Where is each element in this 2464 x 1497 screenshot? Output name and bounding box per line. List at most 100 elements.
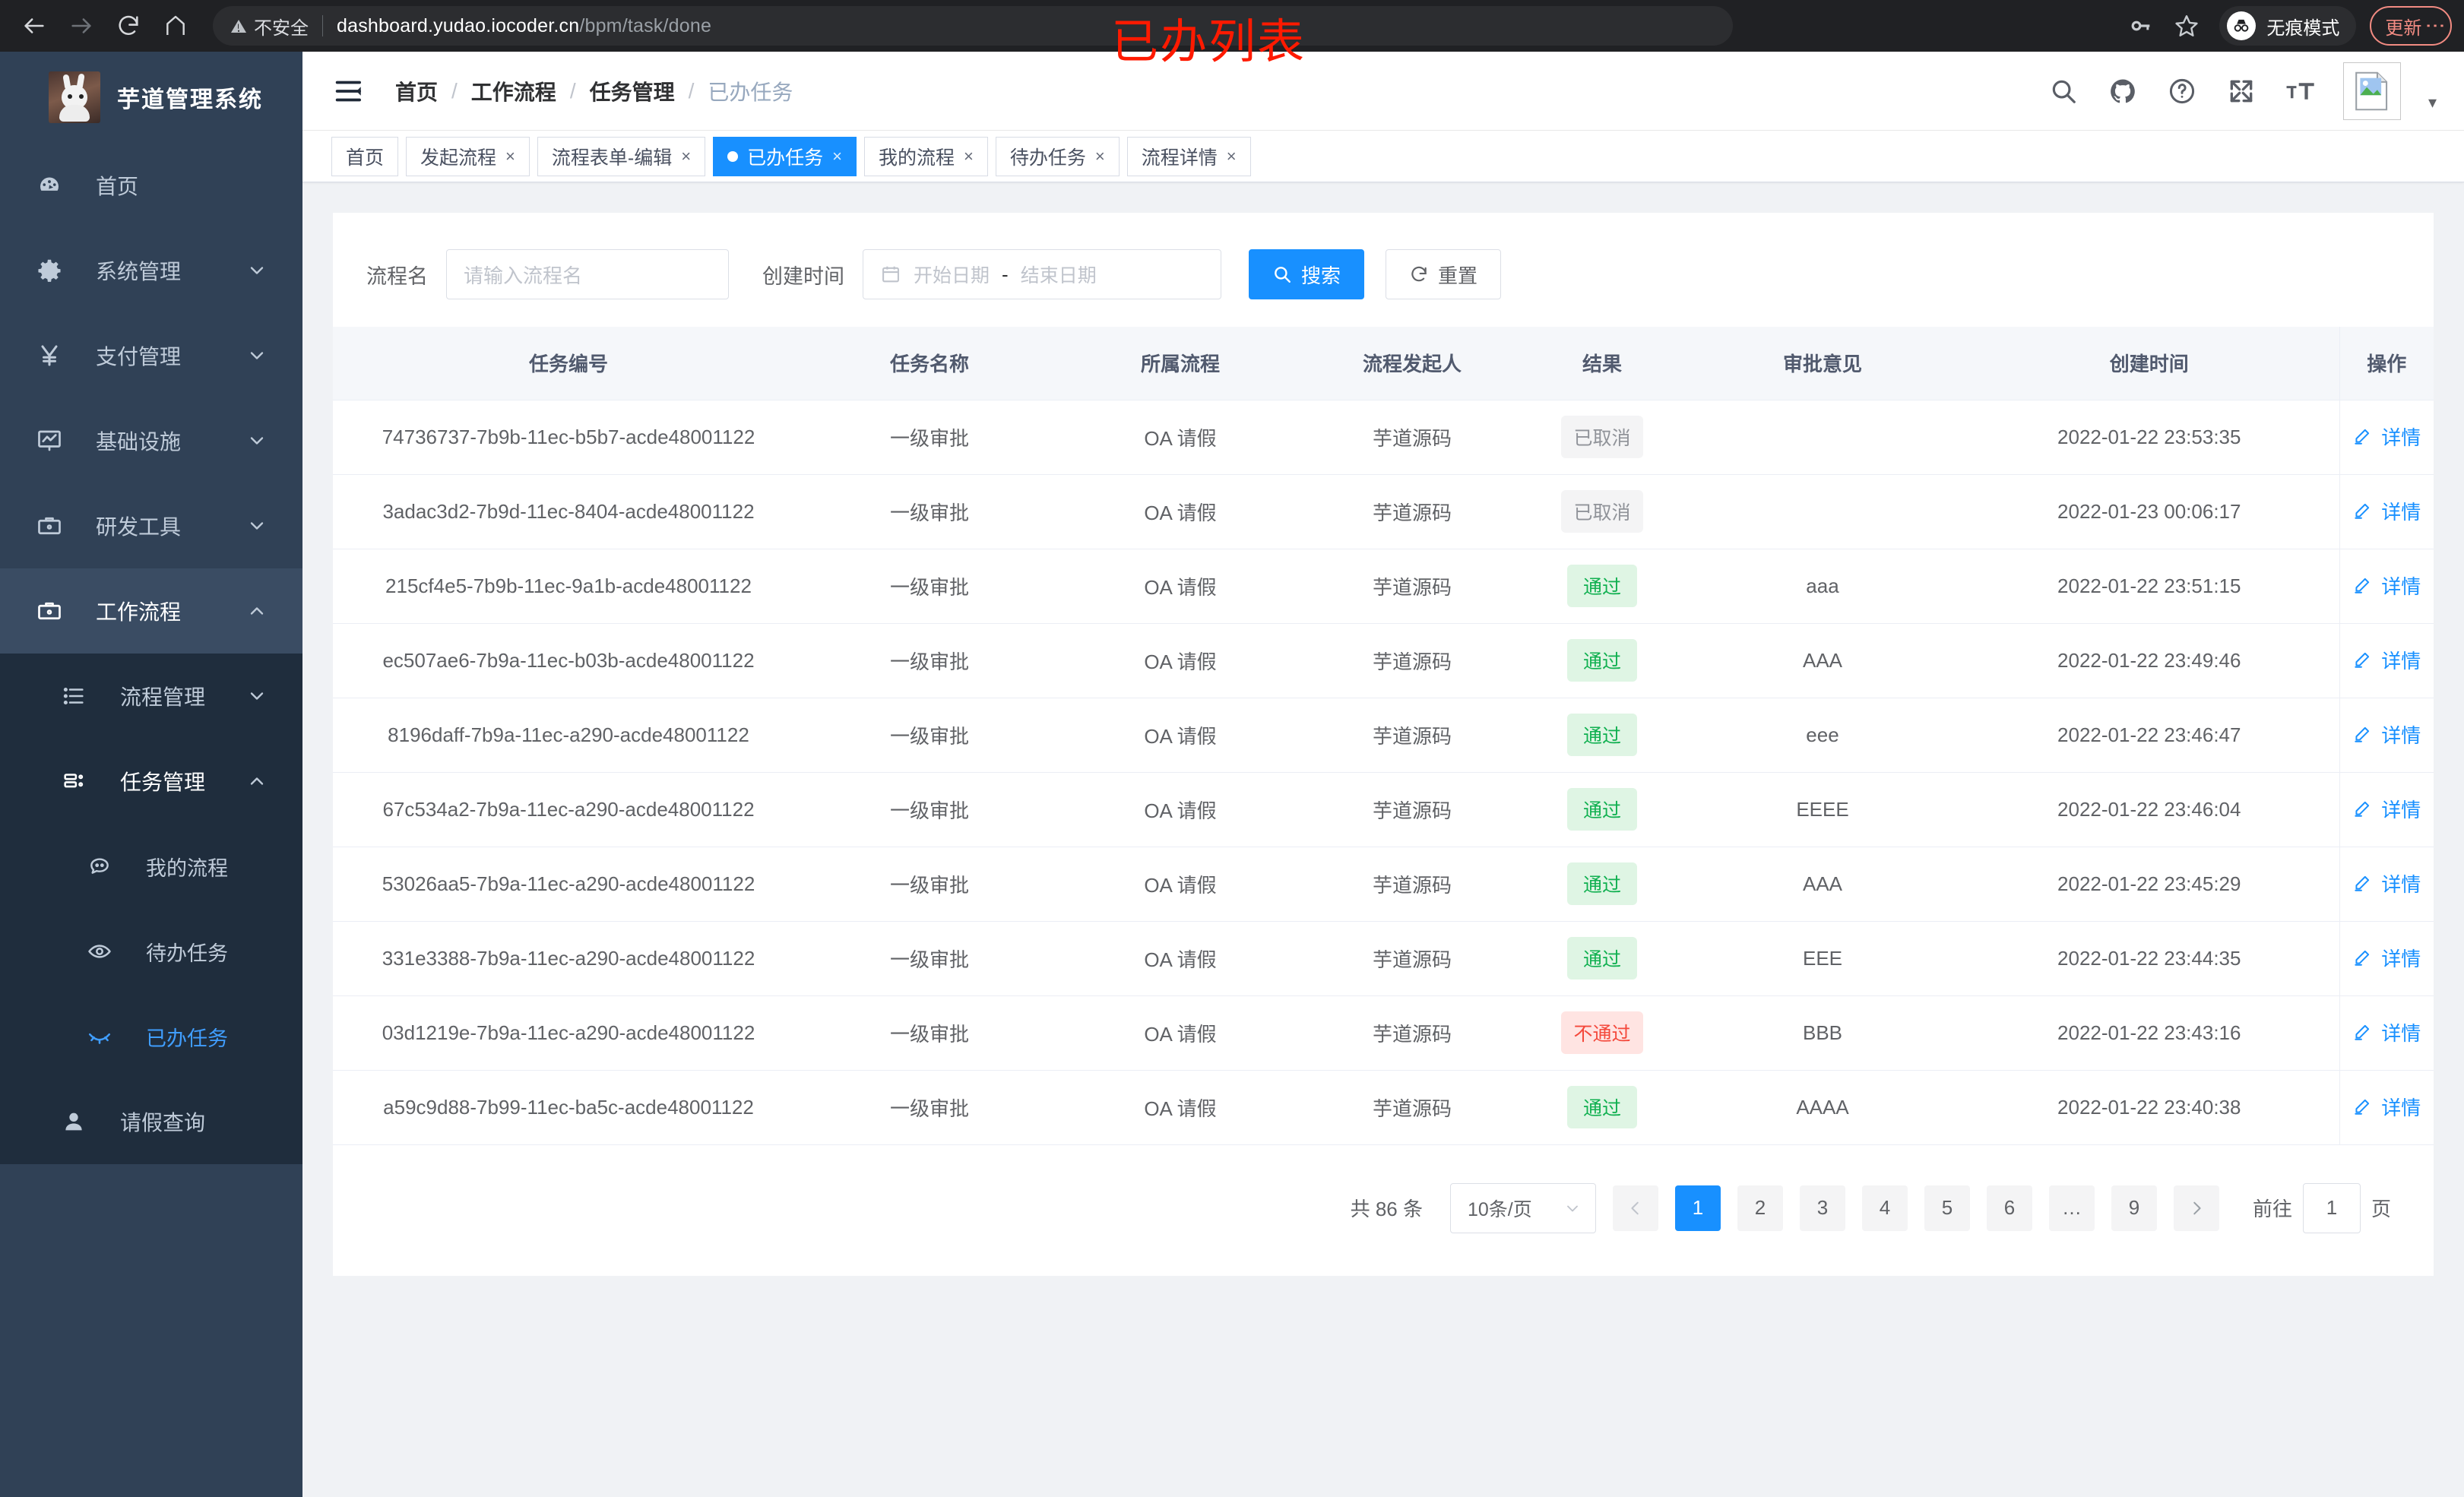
forward-arrow-icon[interactable]	[58, 2, 105, 49]
detail-link[interactable]: 详情	[2352, 571, 2421, 600]
brand[interactable]: 芋道管理系统	[0, 52, 302, 143]
tab-process-detail[interactable]: 流程详情 ×	[1126, 136, 1251, 176]
search-icon[interactable]	[2047, 74, 2080, 108]
detail-link[interactable]: 详情	[2352, 944, 2421, 972]
tab-done-task[interactable]: 已办任务 ×	[713, 136, 857, 176]
tab-home[interactable]: 首页	[331, 136, 399, 176]
cell-created: 2022-01-22 23:40:38	[1959, 1070, 2339, 1145]
prev-page-button[interactable]	[1612, 1185, 1658, 1231]
done-task-table: 任务编号 任务名称 所属流程 流程发起人 结果 审批意见 创建时间 操作 747…	[333, 327, 2434, 1145]
breadcrumb-item-task-management[interactable]: 任务管理	[589, 80, 675, 104]
table-row[interactable]: 3adac3d2-7b9d-11ec-8404-acde48001122 一级审批…	[333, 474, 2434, 549]
table-row[interactable]: 8196daff-7b9a-11ec-a290-acde48001122 一级审批…	[333, 698, 2434, 773]
page-number-button[interactable]: 5	[1924, 1185, 1970, 1231]
detail-link[interactable]: 详情	[2352, 646, 2421, 674]
page-number-button[interactable]: 1	[1674, 1185, 1721, 1231]
search-button[interactable]: 搜索	[1249, 249, 1365, 299]
table-row[interactable]: 331e3388-7b9a-11ec-a290-acde48001122 一级审批…	[333, 921, 2434, 996]
cell-comment: AAA	[1686, 847, 1959, 922]
back-arrow-icon[interactable]	[11, 2, 58, 49]
tab-start-process[interactable]: 发起流程 ×	[406, 136, 530, 176]
tab-process-form-edit[interactable]: 流程表单-编辑 ×	[537, 136, 706, 176]
table-row[interactable]: 74736737-7b9b-11ec-b5b7-acde48001122 一级审批…	[333, 400, 2434, 475]
sidebar-item-my-process[interactable]: 我的流程	[0, 824, 302, 909]
close-icon[interactable]: ×	[681, 146, 692, 166]
table-row[interactable]: a59c9d88-7b99-11ec-ba5c-acde48001122 一级审批…	[333, 1070, 2434, 1145]
breadcrumb-item-workflow[interactable]: 工作流程	[470, 80, 556, 104]
avatar[interactable]	[2342, 62, 2401, 120]
warning-triangle-icon	[230, 17, 246, 34]
sidebar-item-process-management[interactable]: 流程管理	[0, 654, 302, 739]
table-row[interactable]: 03d1219e-7b9a-11ec-a290-acde48001122 一级审批…	[333, 995, 2434, 1071]
sidebar-item-home[interactable]: 首页	[0, 143, 302, 228]
cell-process: OA 请假	[1055, 623, 1306, 698]
detail-link[interactable]: 详情	[2352, 720, 2421, 748]
page-number-button[interactable]: 3	[1799, 1185, 1845, 1231]
detail-link[interactable]: 详情	[2352, 869, 2421, 897]
sidebar-item-devtools[interactable]: 研发工具	[0, 483, 302, 568]
detail-link[interactable]: 详情	[2352, 1018, 2421, 1046]
page-number-button[interactable]: …	[2048, 1185, 2095, 1231]
sidebar-item-todo-task[interactable]: 待办任务	[0, 909, 302, 994]
help-circle-icon[interactable]	[2165, 74, 2199, 108]
address-bar[interactable]: 不安全 dashboard.yudao.iocoder.cn/bpm/task/…	[213, 6, 1733, 46]
hamburger-icon[interactable]	[334, 78, 365, 105]
url-text[interactable]: dashboard.yudao.iocoder.cn/bpm/task/done	[337, 15, 711, 37]
cell-operation: 详情	[2339, 623, 2434, 698]
page-number-button[interactable]: 6	[1986, 1185, 2032, 1231]
detail-link[interactable]: 详情	[2352, 423, 2421, 451]
table-row[interactable]: 67c534a2-7b9a-11ec-a290-acde48001122 一级审批…	[333, 772, 2434, 847]
fullscreen-icon[interactable]	[2225, 74, 2258, 108]
goto-page-input[interactable]: 1	[2302, 1182, 2361, 1233]
sidebar-item-payment[interactable]: 支付管理	[0, 313, 302, 398]
search-input[interactable]: 请输入流程名	[446, 249, 729, 299]
date-range-picker[interactable]: 开始日期 - 结束日期	[863, 249, 1221, 299]
close-icon[interactable]: ×	[832, 146, 842, 166]
close-icon[interactable]: ×	[1094, 146, 1105, 166]
caret-down-icon[interactable]: ▾	[2428, 92, 2437, 112]
close-icon[interactable]: ×	[1226, 146, 1237, 166]
detail-link[interactable]: 详情	[2352, 795, 2421, 823]
detail-link[interactable]: 详情	[2352, 497, 2421, 525]
sidebar-item-label: 研发工具	[96, 515, 182, 539]
reset-button[interactable]: 重置	[1386, 249, 1502, 299]
next-page-button[interactable]	[2173, 1185, 2219, 1231]
security-indicator[interactable]: 不安全	[230, 13, 309, 40]
sidebar-item-workflow[interactable]: 工作流程	[0, 568, 302, 654]
detail-link[interactable]: 详情	[2352, 1093, 2421, 1121]
tab-my-process[interactable]: 我的流程 ×	[863, 136, 988, 176]
close-icon[interactable]: ×	[505, 146, 515, 166]
page-size-select[interactable]: 10条/页	[1449, 1182, 1596, 1233]
home-icon[interactable]	[152, 2, 199, 49]
update-button[interactable]: 更新 ⋮	[2370, 6, 2452, 46]
close-icon[interactable]: ×	[963, 146, 974, 166]
table-row[interactable]: ec507ae6-7b9a-11ec-b03b-acde48001122 一级审批…	[333, 623, 2434, 698]
cell-operation: 详情	[2339, 995, 2434, 1071]
breadcrumb-item-home[interactable]: 首页	[395, 80, 439, 104]
tab-todo-task[interactable]: 待办任务 ×	[995, 136, 1120, 176]
sidebar-item-infrastructure[interactable]: 基础设施	[0, 398, 302, 483]
cell-task-name: 一级审批	[804, 921, 1055, 996]
sidebar-item-system[interactable]: 系统管理	[0, 228, 302, 313]
start-date-placeholder: 开始日期	[914, 265, 990, 286]
github-icon[interactable]	[2106, 74, 2139, 108]
sidebar-item-task-management[interactable]: 任务管理	[0, 739, 302, 824]
incognito-indicator[interactable]: 无痕模式	[2219, 6, 2357, 46]
sidebar-item-leave-query[interactable]: 请假查询	[0, 1079, 302, 1164]
table-row[interactable]: 53026aa5-7b9a-11ec-a290-acde48001122 一级审批…	[333, 847, 2434, 922]
brand-title: 芋道管理系统	[117, 87, 263, 112]
table-row[interactable]: 215cf4e5-7b9b-11ec-9a1b-acde48001122 一级审批…	[333, 549, 2434, 624]
key-icon[interactable]	[2120, 5, 2162, 46]
sidebar-item-done-task[interactable]: 已办任务	[0, 994, 302, 1079]
page-number-button[interactable]: 9	[2111, 1185, 2157, 1231]
kebab-menu-icon[interactable]: ⋮	[2424, 16, 2447, 36]
cell-process: OA 请假	[1055, 474, 1306, 549]
page-number-button[interactable]: 2	[1737, 1185, 1783, 1231]
star-icon[interactable]	[2166, 5, 2207, 46]
chevron-down-icon	[246, 515, 268, 536]
cell-task-name: 一级审批	[804, 549, 1055, 624]
page-number-button[interactable]: 4	[1861, 1185, 1908, 1231]
detail-link-label: 详情	[2381, 426, 2421, 449]
font-size-icon[interactable]	[2284, 74, 2317, 108]
reload-icon[interactable]	[105, 2, 152, 49]
